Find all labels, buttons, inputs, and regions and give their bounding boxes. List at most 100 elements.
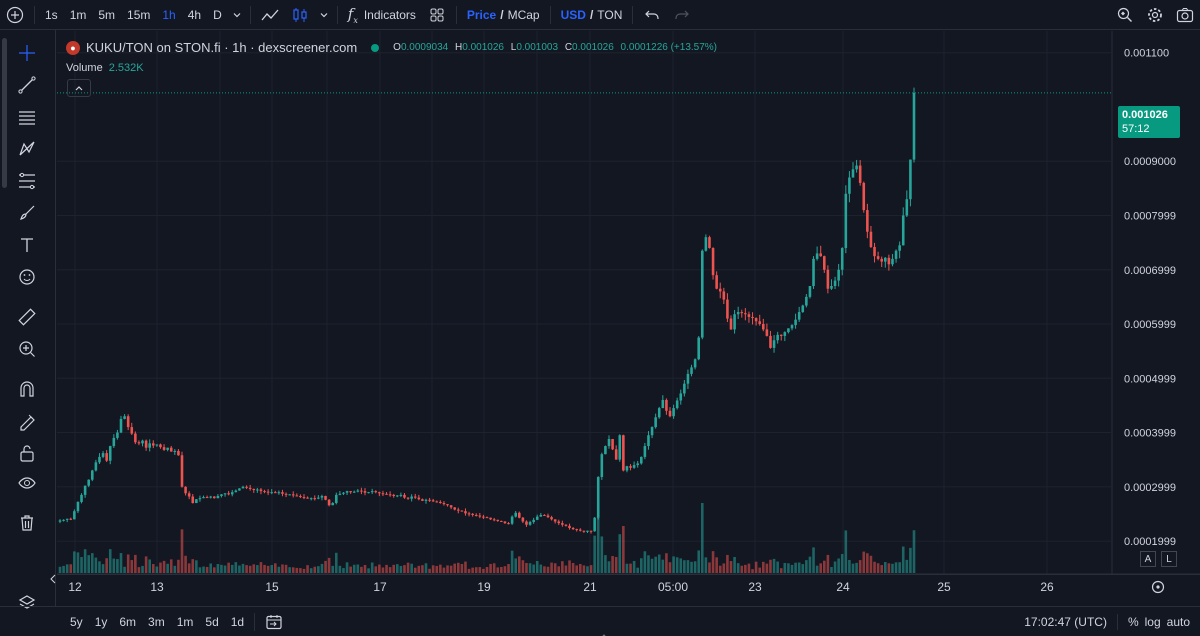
mcap-option[interactable]: MCap xyxy=(507,7,540,22)
text-tool-icon[interactable] xyxy=(14,232,40,258)
symbol-title[interactable]: KUKU/TON on STON.fi · 1h · dexscreener.c… xyxy=(86,40,358,55)
price-chart[interactable]: 0.001100 0.0009000 0.0007999 0.0006999 0.000… xyxy=(57,31,1200,606)
candle-body xyxy=(177,450,180,456)
auto-scale-button[interactable]: A xyxy=(1140,551,1156,567)
trend-line-icon[interactable] xyxy=(14,72,40,98)
toolbar-scrollbar[interactable] xyxy=(2,38,7,188)
go-to-date-calendar-icon[interactable] xyxy=(259,607,289,636)
quick-search-icon[interactable] xyxy=(1110,0,1140,30)
candle-body xyxy=(550,517,553,520)
brush-icon[interactable] xyxy=(14,200,40,226)
magnet-icon[interactable] xyxy=(14,376,40,402)
volume-bar xyxy=(697,550,700,573)
candle-body xyxy=(335,494,338,504)
candle-body xyxy=(593,517,596,532)
timeframe-4h[interactable]: 4h xyxy=(187,7,202,22)
volume-bar xyxy=(492,563,496,573)
volume-bar xyxy=(564,565,568,573)
undo-icon[interactable] xyxy=(637,0,667,30)
volume-bar xyxy=(575,565,578,573)
toolbar-divider xyxy=(34,5,35,24)
add-symbol-icon[interactable] xyxy=(0,0,30,30)
unlock-icon[interactable] xyxy=(14,440,40,466)
candle-body xyxy=(851,169,855,178)
auto-scale-toggle[interactable]: auto xyxy=(1166,615,1190,629)
resize-handle-icon[interactable] xyxy=(600,626,608,636)
time-axis[interactable] xyxy=(57,574,1200,600)
timeframe-5m[interactable]: 5m xyxy=(98,7,116,22)
volume-bar xyxy=(622,526,625,573)
candle-body xyxy=(291,494,295,496)
candle-body xyxy=(805,296,808,306)
candle-body xyxy=(360,490,363,492)
price-mcap-toggle[interactable]: Price / MCap xyxy=(461,0,546,30)
crosshair-icon[interactable] xyxy=(14,40,40,66)
log-scale-button[interactable]: L xyxy=(1161,551,1177,567)
timeframe-1h[interactable]: 1h xyxy=(162,7,176,22)
pattern-tool-icon[interactable] xyxy=(14,136,40,162)
volume-bar xyxy=(808,556,812,573)
chevron-down-icon[interactable] xyxy=(228,0,246,30)
settings-gear-icon[interactable] xyxy=(1140,0,1170,30)
range-1d[interactable]: 1d xyxy=(230,614,245,629)
range-6m[interactable]: 6m xyxy=(119,614,137,629)
layout-grid-icon[interactable] xyxy=(422,0,452,30)
range-5y[interactable]: 5y xyxy=(70,614,83,629)
volume-bar xyxy=(618,534,622,573)
range-3m[interactable]: 3m xyxy=(148,614,165,629)
timeframe-15m[interactable]: 15m xyxy=(127,7,151,22)
candle-body xyxy=(399,494,403,496)
candle-body xyxy=(823,256,826,270)
candle-body xyxy=(166,447,169,450)
go-to-realtime-icon[interactable] xyxy=(1150,579,1166,595)
candle-body xyxy=(894,250,898,259)
indicators-button[interactable]: fx Indicators xyxy=(342,0,422,30)
usd-option[interactable]: USD xyxy=(560,7,586,22)
ruler-icon[interactable] xyxy=(14,304,40,330)
range-5d[interactable]: 5d xyxy=(205,614,219,629)
horizontal-lines-icon[interactable] xyxy=(14,104,40,130)
line-chart-icon[interactable] xyxy=(255,0,285,30)
timeframe-1m[interactable]: 1m xyxy=(69,7,87,22)
volume-bar xyxy=(281,564,284,573)
price-option[interactable]: Price xyxy=(466,7,497,22)
zoom-in-icon[interactable] xyxy=(14,336,40,362)
candle-body xyxy=(683,383,686,394)
emoji-icon[interactable] xyxy=(14,264,40,290)
utc-clock[interactable]: 17:02:47 (UTC) xyxy=(1024,615,1107,629)
candle-body xyxy=(762,323,765,330)
layers-icon[interactable] xyxy=(14,590,40,616)
candle-body xyxy=(80,494,83,502)
candle-body xyxy=(141,440,144,444)
redo-icon[interactable] xyxy=(667,0,697,30)
camera-snapshot-icon[interactable] xyxy=(1170,0,1200,30)
lock-drawing-icon[interactable] xyxy=(14,408,40,434)
chevron-down-icon[interactable] xyxy=(315,0,333,30)
timeframe-1s[interactable]: 1s xyxy=(45,7,58,22)
candle-body xyxy=(715,275,718,289)
volume-bar xyxy=(134,554,137,573)
volume-bar xyxy=(317,566,320,573)
candles-chart-icon[interactable] xyxy=(285,0,315,30)
ton-option[interactable]: TON xyxy=(597,7,623,22)
candle-body xyxy=(618,435,622,460)
candle-body xyxy=(331,503,334,506)
log-scale-toggle[interactable]: log xyxy=(1144,615,1161,629)
toolbar-divider xyxy=(254,612,256,631)
fib-tool-icon[interactable] xyxy=(14,168,40,194)
candle-body xyxy=(873,246,876,257)
eye-icon[interactable] xyxy=(14,470,40,496)
currency-toggle[interactable]: USD / TON xyxy=(555,0,629,30)
volume-bar xyxy=(87,555,90,573)
collapse-legend-button[interactable] xyxy=(67,79,91,97)
candle-body xyxy=(388,494,392,496)
timeframe-d[interactable]: D xyxy=(213,7,222,22)
percent-scale-toggle[interactable]: % xyxy=(1127,615,1139,629)
candle-body xyxy=(148,443,151,448)
range-1m[interactable]: 1m xyxy=(176,614,194,629)
x-tick-label: 15 xyxy=(265,580,279,594)
collapse-toolbar-chevron-icon[interactable] xyxy=(50,566,56,592)
candle-body xyxy=(833,280,837,287)
trash-icon[interactable] xyxy=(14,510,40,536)
range-1y[interactable]: 1y xyxy=(94,614,108,629)
